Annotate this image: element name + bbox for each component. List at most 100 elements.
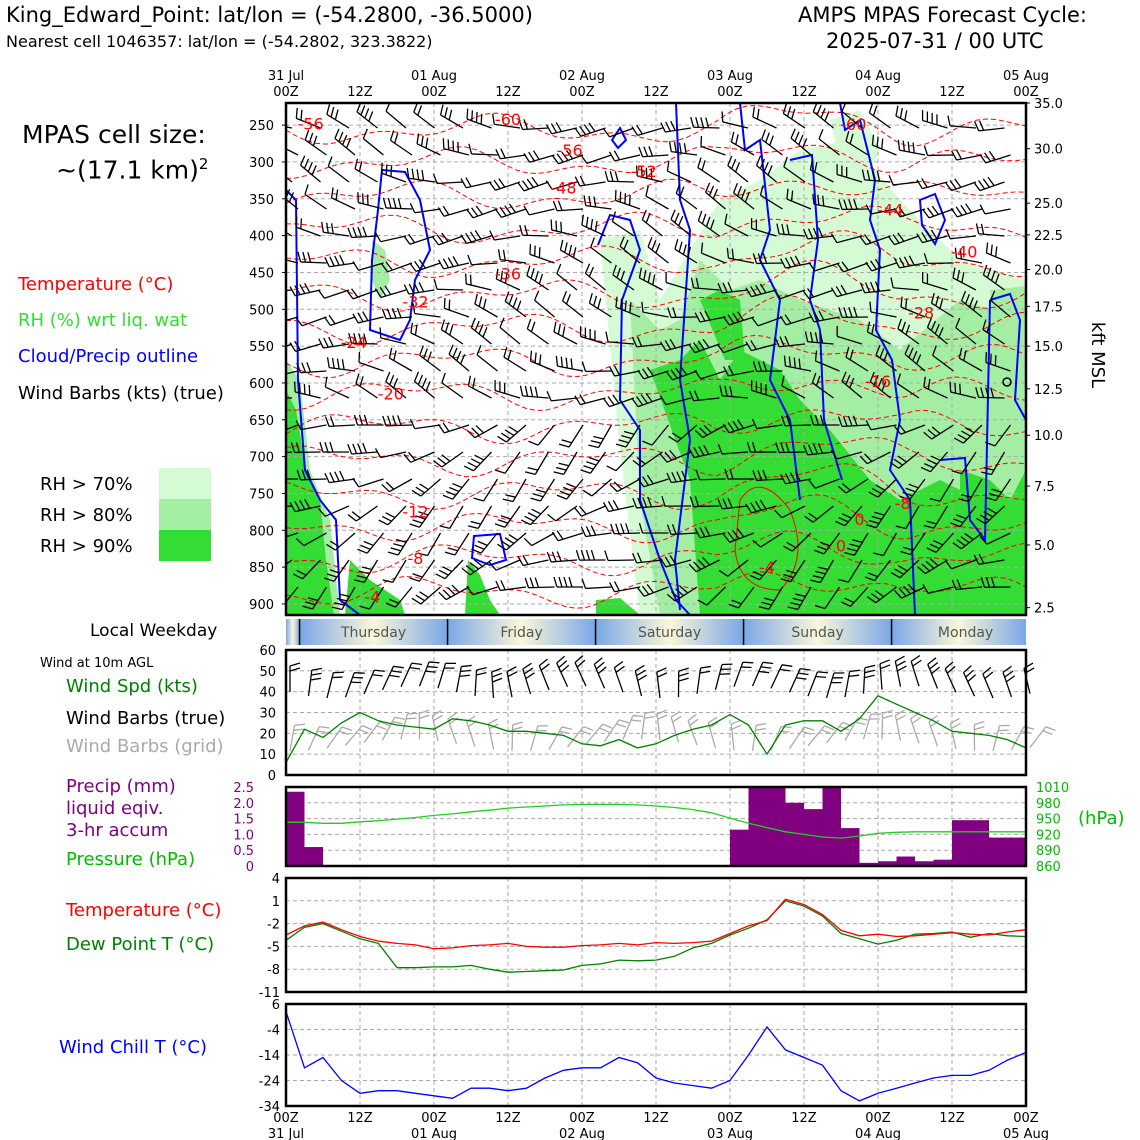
wind-barb	[435, 573, 446, 580]
wind-barb	[374, 232, 382, 243]
wind-barb	[722, 121, 749, 129]
wind-barb	[339, 254, 345, 265]
wind-barb	[534, 577, 540, 588]
wind-barb	[473, 497, 484, 502]
wind-barb	[664, 451, 673, 461]
wind-barb	[701, 160, 706, 171]
wind-barb	[395, 586, 413, 608]
wind-barb	[659, 395, 667, 405]
wind-barb	[403, 453, 412, 463]
wind-barb	[388, 478, 413, 493]
grid-wind-barb	[992, 725, 1001, 752]
wind-barb	[701, 213, 707, 224]
wind-barb	[302, 605, 313, 610]
surface-wind-barb	[880, 664, 891, 670]
wind-barb	[557, 365, 584, 372]
grid-wind-barb	[317, 730, 328, 734]
wind-barb	[530, 321, 536, 332]
wind-barb	[483, 478, 499, 502]
wind-barb	[584, 263, 591, 274]
wind-barb	[905, 505, 920, 529]
precip-bar	[952, 820, 971, 866]
wind-barb	[476, 354, 498, 372]
wind-barb	[722, 315, 730, 326]
wind-barb	[897, 232, 905, 242]
wind-barb	[699, 527, 706, 538]
wind-barb	[864, 576, 875, 582]
cloud-outline-path	[610, 126, 628, 150]
wind-barb	[724, 213, 728, 225]
wind-barb	[790, 602, 801, 606]
surface-wind-barb	[425, 670, 436, 673]
surface-wind-barb	[944, 661, 954, 670]
grid-wind-barb	[950, 717, 960, 725]
wind-barb	[326, 113, 350, 129]
wind-barb	[361, 566, 373, 571]
wind-barb	[953, 518, 964, 524]
wind-barb	[466, 118, 492, 129]
wind-barb	[849, 349, 854, 360]
pressure-tick-label: 650	[249, 414, 274, 429]
wind-barb	[499, 317, 505, 328]
wind-barb	[761, 129, 766, 140]
wind-barb	[307, 161, 313, 172]
wind-barb	[794, 255, 801, 266]
wind-barb	[286, 586, 299, 603]
precip-bar	[767, 787, 786, 866]
wind-barb	[625, 523, 630, 534]
wind-barb	[550, 123, 558, 133]
wind-barb	[275, 133, 277, 143]
wind-barb	[759, 184, 764, 196]
wind-barb	[759, 283, 767, 294]
wind-barb	[845, 374, 851, 385]
wind-barb	[580, 154, 588, 164]
surface-wind-barb	[1002, 672, 1013, 698]
wind-barb	[607, 180, 635, 183]
wind-barb	[959, 383, 962, 395]
wind-barb	[447, 586, 456, 596]
wind-barb	[394, 133, 399, 144]
temp-contour-label: -56	[298, 114, 324, 133]
bottom-time-label: 00Z	[273, 1111, 299, 1126]
wind-barb	[864, 282, 871, 293]
pressure-tick-label: 450	[249, 266, 274, 281]
wind-barb	[693, 390, 700, 401]
wind-barb	[897, 565, 908, 572]
grid-wind-barb	[358, 728, 369, 735]
wind-barb	[727, 281, 733, 293]
calm-circle	[1002, 377, 1012, 387]
wind-barb	[397, 415, 402, 426]
wind-barb	[444, 322, 450, 333]
wind-barb	[553, 331, 578, 345]
grid-wind-barb	[644, 710, 656, 714]
wind-barb	[786, 541, 797, 549]
wind-barb	[671, 150, 698, 156]
wind-barb	[890, 571, 901, 579]
wind-barb	[286, 559, 293, 566]
wind-barb	[694, 528, 701, 539]
rh-region	[465, 560, 500, 615]
grid-wind-barb	[431, 710, 442, 717]
surface-wind-barb	[613, 667, 624, 693]
wind-barb	[418, 282, 425, 292]
wind-barb	[612, 394, 620, 404]
wind-barb	[555, 220, 558, 232]
wind-barb	[808, 312, 815, 323]
temp-contour-label: -32	[402, 293, 428, 312]
wind-barb	[988, 150, 996, 161]
wind-barb	[838, 307, 843, 318]
wind-barb	[580, 549, 586, 561]
wind-barb	[783, 573, 794, 579]
surface-wind-barb	[678, 677, 689, 682]
wind-barb	[390, 547, 401, 552]
wind-barb	[411, 168, 415, 180]
wind-barb	[610, 523, 615, 534]
wind-barb	[495, 268, 499, 280]
surface-wind-barb	[864, 664, 876, 669]
wind-barb	[352, 227, 358, 238]
wind-barb	[773, 289, 782, 300]
wind-barb	[466, 108, 469, 120]
wind-barb	[289, 502, 296, 512]
wind-barb	[553, 321, 557, 333]
wind-barb	[556, 153, 564, 163]
